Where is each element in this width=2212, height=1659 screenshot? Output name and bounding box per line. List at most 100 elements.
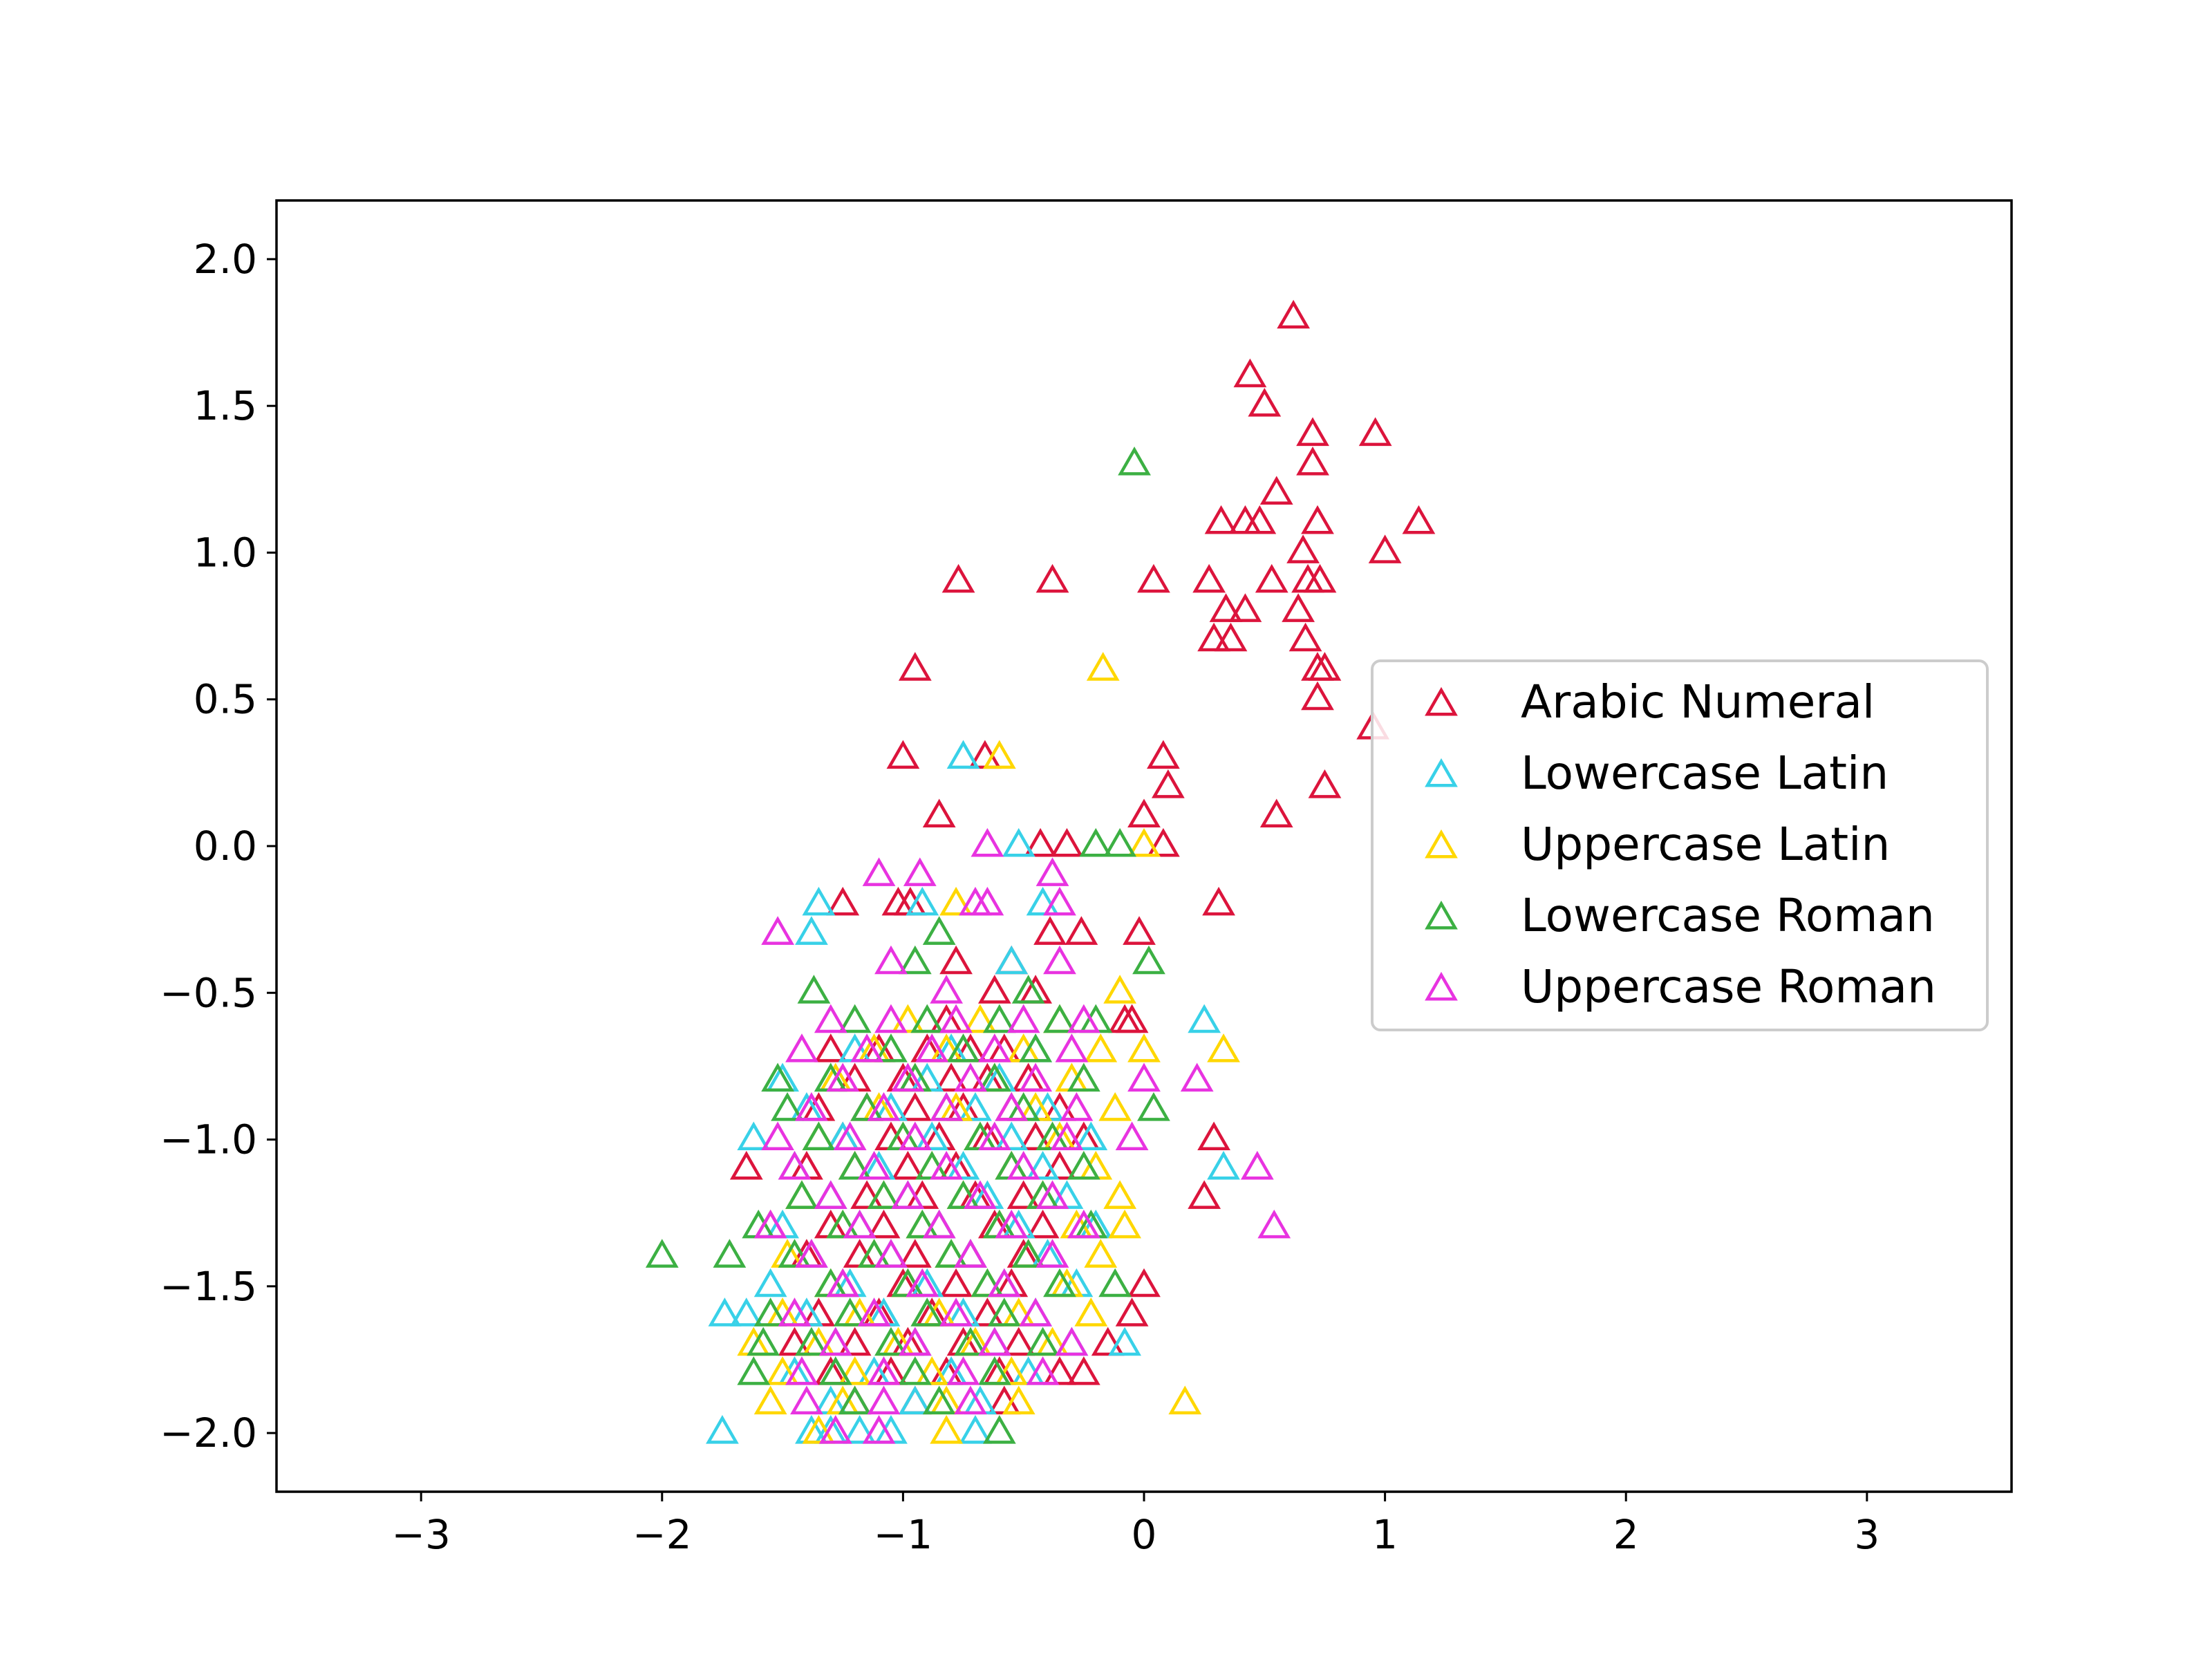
data-point [753, 1297, 787, 1327]
data-point [898, 652, 932, 681]
data-point [838, 1327, 872, 1356]
data-point [850, 1033, 883, 1062]
data-point [1067, 1150, 1100, 1180]
data-point [1308, 652, 1342, 681]
data-point [954, 1385, 987, 1415]
data-point [946, 1033, 980, 1062]
data-point [785, 1180, 818, 1209]
data-point [1019, 1297, 1053, 1327]
data-point [1188, 1004, 1221, 1033]
data-point [838, 1004, 872, 1033]
data-point [954, 1062, 987, 1092]
data-point [1091, 1327, 1125, 1356]
data-point [922, 916, 956, 945]
data-point [939, 1268, 973, 1297]
x-tick-label: −1 [874, 1511, 933, 1558]
data-point [1108, 1209, 1141, 1239]
legend-marker [1425, 686, 1458, 716]
y-tick-label: −1.5 [160, 1263, 257, 1310]
x-tick-label: 3 [1854, 1511, 1880, 1558]
data-point [778, 1327, 812, 1356]
data-point [939, 1297, 973, 1327]
data-point [898, 945, 932, 975]
data-point [747, 1327, 780, 1356]
data-point [1043, 945, 1076, 975]
data-point [814, 1004, 847, 1033]
data-point [898, 1239, 932, 1268]
data-point [982, 1004, 1016, 1033]
data-point [713, 1239, 747, 1268]
data-point [1197, 1121, 1230, 1151]
data-point [1035, 1180, 1069, 1209]
data-point [645, 1239, 679, 1268]
data-point [706, 1414, 739, 1444]
data-point [833, 1121, 867, 1151]
data-point [785, 1033, 818, 1062]
data-point [843, 1209, 877, 1239]
x-tick-label: −3 [391, 1511, 451, 1558]
data-point [1024, 827, 1057, 857]
data-point [818, 1414, 852, 1444]
data-point [1202, 886, 1235, 916]
data-point [1228, 593, 1262, 622]
data-point [785, 1356, 818, 1385]
data-point [850, 1091, 883, 1121]
data-point [814, 1180, 847, 1209]
data-point [1002, 1385, 1035, 1415]
y-tick-label: 1.5 [194, 382, 257, 429]
data-point [1035, 563, 1069, 593]
data-point [964, 1004, 997, 1033]
data-point [843, 1414, 877, 1444]
data-point [995, 1356, 1029, 1385]
series-uppercase-roman [753, 827, 1291, 1444]
data-point [1006, 1150, 1040, 1180]
data-point [867, 1209, 901, 1239]
data-point [1108, 1327, 1141, 1356]
data-point [867, 1091, 901, 1121]
data-point [838, 1150, 872, 1180]
data-point [737, 1356, 771, 1385]
data-point [795, 916, 828, 945]
legend: Arabic Numeral Lowercase Latin Uppercase L… [1371, 659, 1989, 1031]
data-point [1103, 975, 1137, 1004]
legend-marker [1425, 758, 1458, 787]
data-point [922, 798, 956, 828]
data-point [946, 740, 980, 769]
legend-marker [1425, 829, 1458, 859]
data-point [939, 886, 973, 916]
data-point [857, 1239, 891, 1268]
data-point [1243, 505, 1277, 534]
data-point [1011, 1239, 1045, 1268]
data-point [1207, 1150, 1240, 1180]
data-point [1358, 417, 1392, 447]
data-point [1035, 857, 1069, 886]
data-point [1033, 916, 1067, 945]
x-axis: −3 −2 −1 0 1 2 3 [391, 1492, 1880, 1558]
data-point [1288, 622, 1322, 652]
data-point [797, 975, 831, 1004]
data-point [1086, 652, 1120, 681]
data-point [874, 1239, 908, 1268]
data-point [1132, 945, 1165, 975]
data-point [906, 1209, 939, 1239]
data-point [910, 1297, 944, 1327]
data-point [753, 1385, 787, 1415]
y-tick-label: 0.5 [194, 676, 257, 723]
data-point [1277, 299, 1311, 329]
data-point [753, 1209, 787, 1239]
legend-label: Uppercase Roman [1521, 960, 1936, 1013]
data-point [1026, 1209, 1060, 1239]
data-point [977, 1121, 1011, 1151]
data-point [761, 1121, 794, 1151]
data-point [1043, 1004, 1076, 1033]
data-point [1074, 1121, 1108, 1151]
data-point [778, 1239, 812, 1268]
data-point [1055, 1033, 1089, 1062]
y-tick-label: 1.0 [194, 529, 257, 576]
data-point [1127, 1033, 1161, 1062]
data-point [1026, 1327, 1060, 1356]
legend-marker [1425, 971, 1458, 1001]
data-point [1043, 886, 1076, 916]
data-point [1123, 916, 1156, 945]
data-point [946, 1356, 980, 1385]
